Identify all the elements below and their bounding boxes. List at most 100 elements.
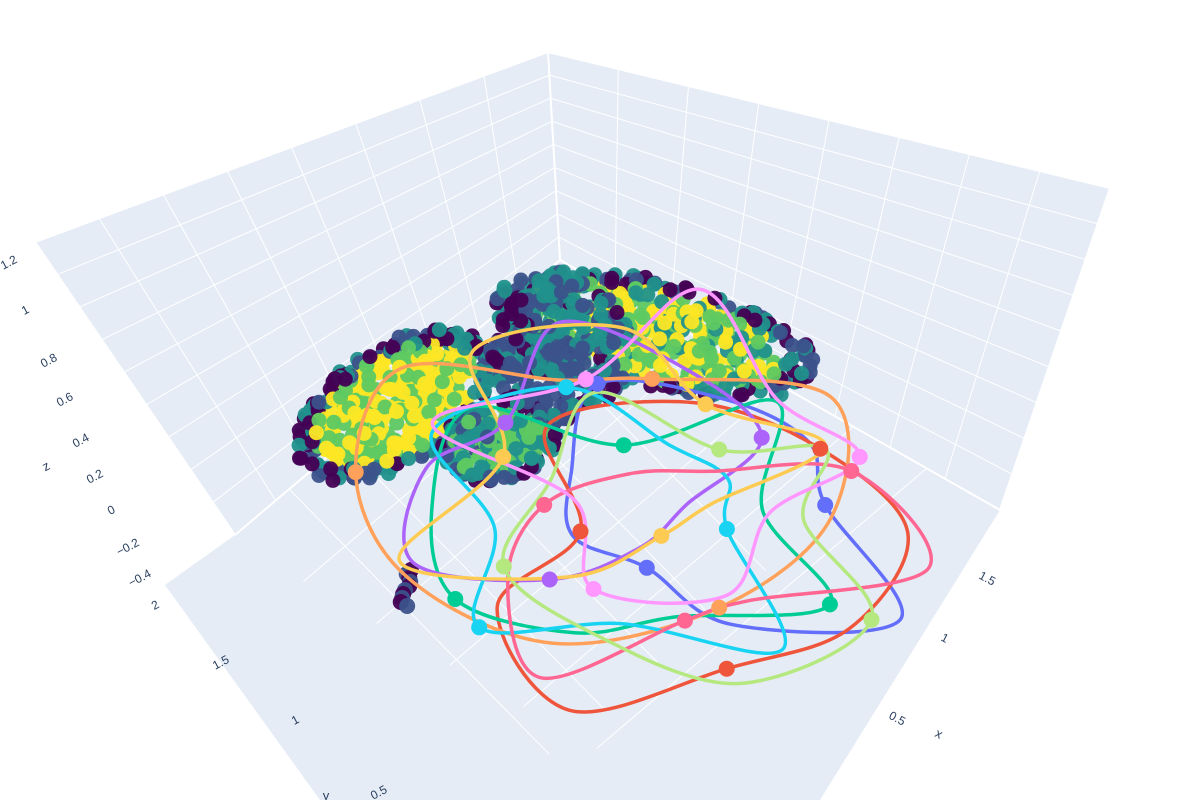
surface-marker bbox=[377, 399, 393, 415]
series-marker[interactable] bbox=[536, 496, 553, 513]
surface-marker bbox=[337, 371, 353, 387]
surface-marker bbox=[784, 338, 800, 353]
z-tick-label: −0.2 bbox=[114, 535, 142, 559]
surface-marker bbox=[778, 356, 794, 372]
surface-marker bbox=[575, 297, 591, 313]
series-marker[interactable] bbox=[753, 429, 770, 446]
x-tick-label: 1.5 bbox=[977, 568, 999, 588]
surface-marker bbox=[750, 334, 766, 350]
surface-marker bbox=[549, 348, 565, 364]
surface-marker bbox=[720, 312, 736, 328]
series-line bbox=[429, 398, 834, 635]
grid-line bbox=[123, 144, 554, 373]
surface-marker bbox=[606, 335, 622, 351]
surface-marker bbox=[609, 305, 625, 320]
series-marker[interactable] bbox=[851, 448, 868, 465]
grid-line bbox=[834, 136, 900, 417]
series-marker[interactable] bbox=[711, 441, 728, 458]
z-tick-label: 1.2 bbox=[0, 252, 20, 272]
grid-line bbox=[449, 384, 781, 666]
trace-markers bbox=[347, 370, 880, 677]
grid-line bbox=[419, 99, 480, 329]
series-marker[interactable] bbox=[718, 660, 735, 677]
y-tick-label: 0.5 bbox=[368, 782, 390, 800]
series-marker[interactable] bbox=[863, 611, 880, 628]
series-marker[interactable] bbox=[572, 523, 589, 540]
surface-marker bbox=[597, 362, 612, 378]
surface-marker bbox=[736, 363, 752, 379]
surface-marker bbox=[508, 331, 524, 347]
series-marker[interactable] bbox=[347, 464, 364, 481]
grid-line bbox=[79, 97, 551, 308]
series-marker[interactable] bbox=[676, 612, 693, 629]
grid-line bbox=[288, 488, 550, 755]
series-marker[interactable] bbox=[812, 440, 829, 457]
series-marker[interactable] bbox=[495, 448, 512, 465]
series-marker[interactable] bbox=[817, 497, 834, 513]
surface-marker bbox=[399, 598, 416, 614]
surface-marker bbox=[421, 404, 437, 420]
surface-marker bbox=[389, 404, 404, 420]
surface-marker bbox=[384, 382, 400, 398]
series-marker[interactable] bbox=[558, 379, 575, 396]
surface-marker bbox=[528, 420, 543, 436]
grid-line bbox=[614, 68, 619, 292]
series-line bbox=[506, 462, 933, 681]
grid-line bbox=[999, 187, 1111, 511]
surface-marker bbox=[347, 405, 363, 421]
surface-marker bbox=[616, 356, 632, 372]
series-marker[interactable] bbox=[821, 596, 838, 613]
surface-marker bbox=[805, 352, 821, 367]
series-marker[interactable] bbox=[644, 370, 661, 387]
surface-marker bbox=[546, 304, 562, 319]
surface-marker bbox=[414, 448, 430, 464]
surface-marker bbox=[561, 346, 577, 361]
series-marker[interactable] bbox=[497, 414, 514, 431]
surface-marker bbox=[497, 283, 513, 299]
surface-marker bbox=[587, 332, 603, 348]
surface-marker bbox=[461, 414, 477, 430]
series-marker[interactable] bbox=[697, 396, 714, 413]
grid-line bbox=[554, 167, 1050, 368]
series-marker[interactable] bbox=[638, 559, 655, 576]
surface-marker bbox=[496, 469, 512, 485]
surface-marker bbox=[684, 314, 700, 330]
series-marker[interactable] bbox=[471, 619, 488, 636]
z-tick-label: 0.2 bbox=[84, 466, 106, 486]
surface-marker bbox=[507, 360, 523, 376]
surface-marker bbox=[593, 295, 609, 311]
surface-marker bbox=[417, 353, 433, 369]
surface-marker bbox=[323, 461, 339, 477]
surface-marker bbox=[635, 309, 651, 325]
surface-marker bbox=[361, 377, 377, 393]
surface-marker bbox=[434, 374, 450, 390]
surface-marker bbox=[496, 380, 511, 396]
series-line bbox=[564, 378, 905, 635]
z-axis-title: z bbox=[39, 458, 52, 474]
series-marker[interactable] bbox=[718, 521, 735, 537]
series-marker[interactable] bbox=[541, 571, 558, 588]
surface-marker bbox=[379, 453, 395, 469]
surface-marker bbox=[311, 412, 327, 428]
series-marker[interactable] bbox=[495, 558, 512, 575]
surface-marker bbox=[417, 376, 433, 392]
surface-marker bbox=[706, 315, 721, 331]
surface-marker bbox=[536, 288, 552, 304]
surface-marker bbox=[446, 391, 462, 407]
grid-line bbox=[101, 120, 553, 341]
grid-line bbox=[98, 217, 277, 501]
grid-line bbox=[889, 153, 970, 448]
series-marker[interactable] bbox=[711, 599, 728, 616]
series-marker[interactable] bbox=[447, 591, 464, 607]
series-marker[interactable] bbox=[653, 527, 670, 544]
series-marker[interactable] bbox=[843, 463, 860, 479]
series-marker[interactable] bbox=[585, 581, 602, 597]
series-marker[interactable] bbox=[615, 437, 632, 454]
series-marker[interactable] bbox=[577, 371, 594, 388]
surface-marker bbox=[480, 416, 496, 432]
surface-marker bbox=[575, 340, 591, 356]
surface-marker bbox=[794, 366, 809, 381]
x-tick-label: 0.5 bbox=[887, 708, 909, 728]
surface-marker bbox=[308, 425, 324, 441]
